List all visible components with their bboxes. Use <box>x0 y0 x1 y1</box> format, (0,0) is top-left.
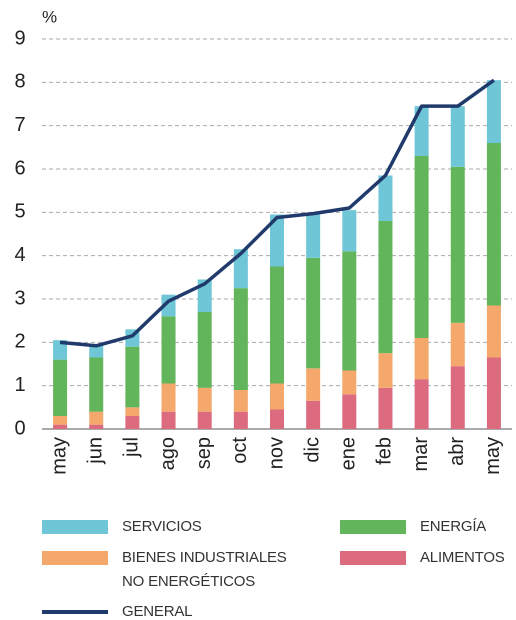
bar-segment <box>450 166 465 323</box>
y-tick-label: 4 <box>14 244 25 266</box>
bar-segment <box>89 424 104 429</box>
x-tick-label: jun <box>85 437 107 465</box>
bar-segment <box>161 316 176 384</box>
bar-segment <box>450 322 465 367</box>
bar-segment <box>378 175 393 221</box>
bar-segment <box>414 156 429 338</box>
y-tick-label: 8 <box>14 71 25 93</box>
bar-segment <box>89 357 104 412</box>
bar-segment <box>270 214 284 267</box>
bar-segment <box>270 409 284 429</box>
legend-swatch <box>340 520 406 534</box>
legend-swatch <box>340 551 406 565</box>
bar-segment <box>89 344 104 358</box>
x-tick-label: feb <box>374 437 396 465</box>
x-tick-label: dic <box>301 437 323 463</box>
x-tick-label: abr <box>446 437 468 466</box>
bar-segment <box>125 407 140 416</box>
bar-segment <box>486 143 501 306</box>
x-tick-label: oct <box>229 437 251 464</box>
bar-segment <box>197 387 212 412</box>
y-tick-label: 9 <box>14 27 25 49</box>
bar-segment <box>486 357 501 429</box>
bar-segment <box>342 251 357 371</box>
bar-segment <box>306 214 321 258</box>
bar-segment <box>161 383 176 412</box>
bar-segment <box>89 411 104 425</box>
bar-segment <box>342 210 357 252</box>
bar-segment <box>270 266 284 384</box>
bar-segment <box>233 390 248 412</box>
line <box>59 78 495 348</box>
y-tick-label: 0 <box>14 417 25 439</box>
bar-segment <box>161 411 176 429</box>
bar-segment <box>414 106 429 156</box>
bar-segment <box>233 411 248 429</box>
bar-segment <box>414 338 429 380</box>
y-tick-label: 7 <box>14 114 25 136</box>
legend-label: BIENES INDUSTRIALES NO ENERGÉTICOS <box>122 549 287 590</box>
bar-segment <box>450 366 465 429</box>
bar-segment <box>197 411 212 429</box>
legend-swatch <box>42 551 108 565</box>
y-unit: % <box>42 7 57 26</box>
bar-segment <box>486 80 501 143</box>
x-tick-label: sep <box>193 437 215 469</box>
legend-label: GENERAL <box>122 603 193 620</box>
legend-swatch <box>42 610 108 614</box>
x-tick-label: nov <box>265 437 287 469</box>
bar-segment <box>342 394 357 429</box>
bar-segment <box>306 257 321 369</box>
bar-segment <box>197 279 212 312</box>
bar-segment <box>53 424 68 429</box>
bar-segment <box>233 288 248 390</box>
x-tick-label: may <box>482 437 504 475</box>
x-tick-label: ago <box>157 437 179 470</box>
bar-segment <box>486 305 501 358</box>
bar-segment <box>306 400 321 429</box>
bar-segment <box>306 368 321 401</box>
bar-segment <box>125 346 140 408</box>
bar-segment <box>414 379 429 429</box>
x-tick-label: ene <box>338 437 360 470</box>
bar-segment <box>53 340 68 360</box>
legend-label: SERVICIOS <box>122 518 202 535</box>
y-tick-label: 1 <box>14 374 25 396</box>
bar-segment <box>342 370 357 395</box>
y-tick-label: 6 <box>14 157 25 179</box>
y-tick-label: 3 <box>14 287 25 309</box>
legend-label: ALIMENTOS <box>420 549 505 566</box>
bar-segment <box>53 359 68 416</box>
bar-segment <box>197 312 212 388</box>
bar-segment <box>270 383 284 410</box>
bar-segment <box>378 353 393 388</box>
bar-segment <box>53 416 68 425</box>
legend-label: ENERGÍA <box>420 518 487 535</box>
x-tick-label: may <box>48 437 70 475</box>
y-tick-label: 2 <box>14 331 25 353</box>
bar-segment <box>233 249 248 289</box>
x-tick-label: mar <box>410 437 432 472</box>
bar-segment <box>378 387 393 429</box>
bar-segment <box>125 416 140 429</box>
bar-segment <box>450 106 465 167</box>
legend-swatch <box>42 520 108 534</box>
y-tick-label: 5 <box>14 201 25 223</box>
x-tick-label: jul <box>121 437 143 458</box>
bar-segment <box>378 221 393 354</box>
